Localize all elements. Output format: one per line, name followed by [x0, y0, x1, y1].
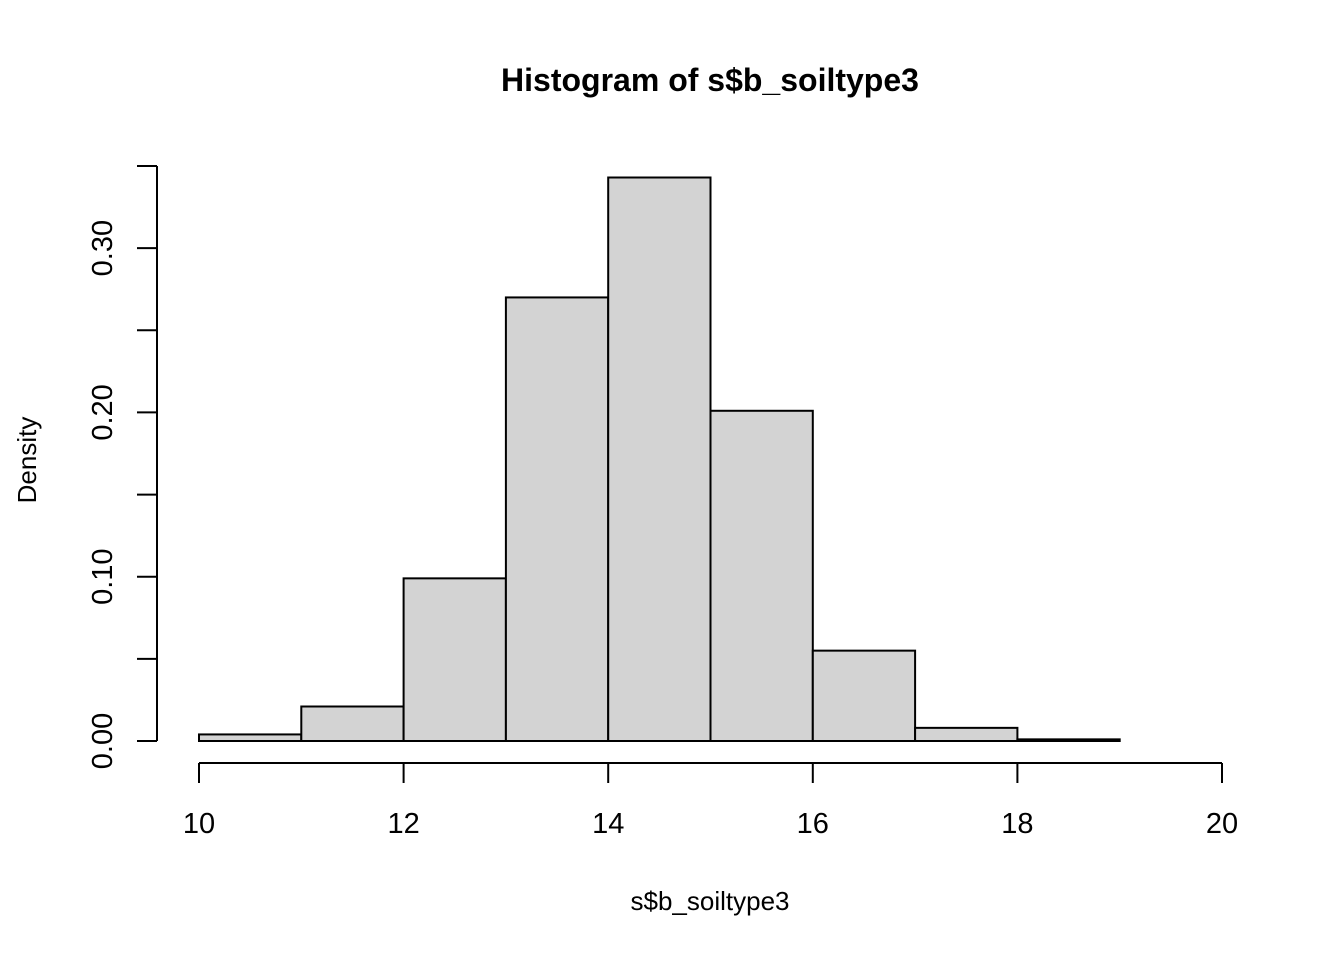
y-axis-label: Density: [12, 417, 42, 504]
x-tick-label: 14: [592, 808, 624, 840]
histogram-bar: [504, 296, 610, 742]
y-axis: 0.00 0.10 0.20 0.30: [87, 165, 158, 769]
histogram-bar: [607, 176, 712, 742]
x-tick-label: 12: [387, 808, 419, 840]
x-tick-label: 18: [1001, 808, 1033, 840]
chart-title: Histogram of s$b_soiltype3: [501, 62, 919, 98]
y-tick-label: 0.10: [87, 548, 119, 604]
y-tick-label: 0.30: [87, 220, 119, 276]
histogram-bar: [198, 733, 303, 743]
x-axis: 10 12 14 16 18 20: [183, 762, 1238, 840]
bars-group: [198, 176, 1121, 743]
x-tick-label: 10: [183, 808, 215, 840]
histogram-bar: [300, 705, 405, 742]
histogram-bar: [1016, 738, 1121, 742]
histogram-bar: [402, 577, 507, 742]
x-axis-label: s$b_soiltype3: [631, 886, 790, 916]
histogram-bar: [811, 649, 917, 743]
histogram-bar: [914, 726, 1019, 742]
x-tick-label: 16: [797, 808, 829, 840]
histogram-bar: [709, 409, 814, 742]
x-tick-label: 20: [1206, 808, 1238, 840]
y-tick-label: 0.00: [87, 713, 119, 769]
y-tick-label: 0.20: [87, 384, 119, 440]
